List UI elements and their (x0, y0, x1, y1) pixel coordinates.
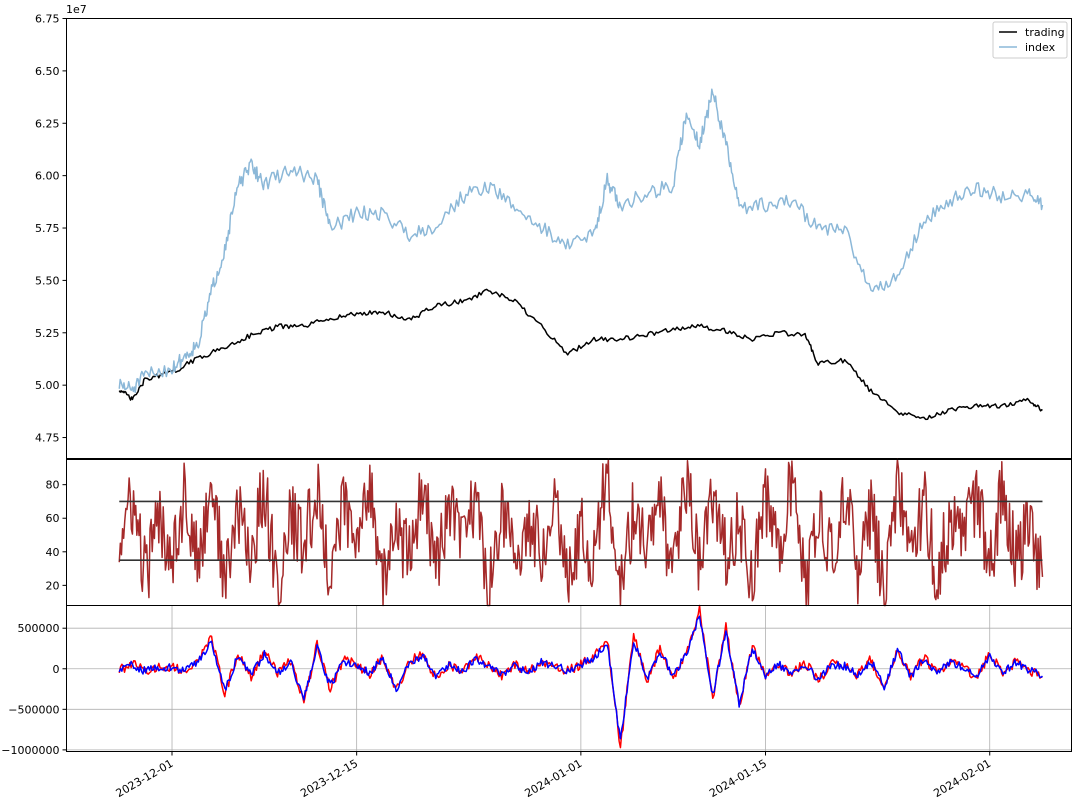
y-tick-label: 6.00 (35, 170, 60, 183)
series-1-line (118, 615, 1043, 740)
trading-line (118, 288, 1043, 421)
price-y-scale-label: 1e7 (66, 3, 87, 16)
legend-box (992, 21, 1068, 59)
flow-plot-frame (66, 605, 1072, 752)
flow-plot-lines (118, 604, 1043, 749)
y-tick-label: 80 (46, 479, 60, 492)
price-plot-lines (118, 88, 1044, 421)
y-tick-label: 500000 (18, 622, 60, 635)
y-tick-label: 6.50 (35, 65, 60, 78)
index-line (118, 88, 1044, 394)
y-tick-label: 60 (46, 512, 60, 525)
flow-y-axis: 500000 0 −500000 −1000000 (1, 622, 67, 757)
y-tick-label: 4.75 (35, 432, 60, 445)
oscillator-y-axis: 20 40 60 80 (46, 479, 67, 592)
y-tick-label: −500000 (8, 703, 59, 716)
y-tick-label: 40 (46, 546, 60, 559)
y-tick-label: 6.25 (35, 117, 60, 130)
oscillator-plot-lines (118, 458, 1044, 607)
y-tick-label: 5.50 (35, 274, 60, 287)
y-tick-label: 6.75 (35, 13, 60, 26)
price-plot-frame (66, 18, 1072, 459)
price-y-axis: 4.75 5.00 5.25 5.50 5.75 6.00 6.25 6.50 6.75 (35, 13, 67, 445)
price-legend: trading index (992, 21, 1068, 59)
series-0-line (118, 458, 1044, 607)
y-tick-label: 5.00 (35, 379, 60, 392)
y-tick-label: 0 (53, 663, 60, 676)
y-tick-label: −1000000 (1, 744, 59, 757)
price-panel: 4.75 5.00 5.25 5.50 5.75 6.00 6.25 6.50 6.75 1e7… (35, 3, 1072, 459)
legend-trading-label: trading (1025, 26, 1065, 39)
y-tick-label: 5.75 (35, 222, 60, 235)
series-0-line (118, 604, 1043, 749)
y-tick-label: 20 (46, 579, 60, 592)
y-tick-label: 5.25 (35, 327, 60, 340)
legend-index-label: index (1025, 41, 1056, 54)
